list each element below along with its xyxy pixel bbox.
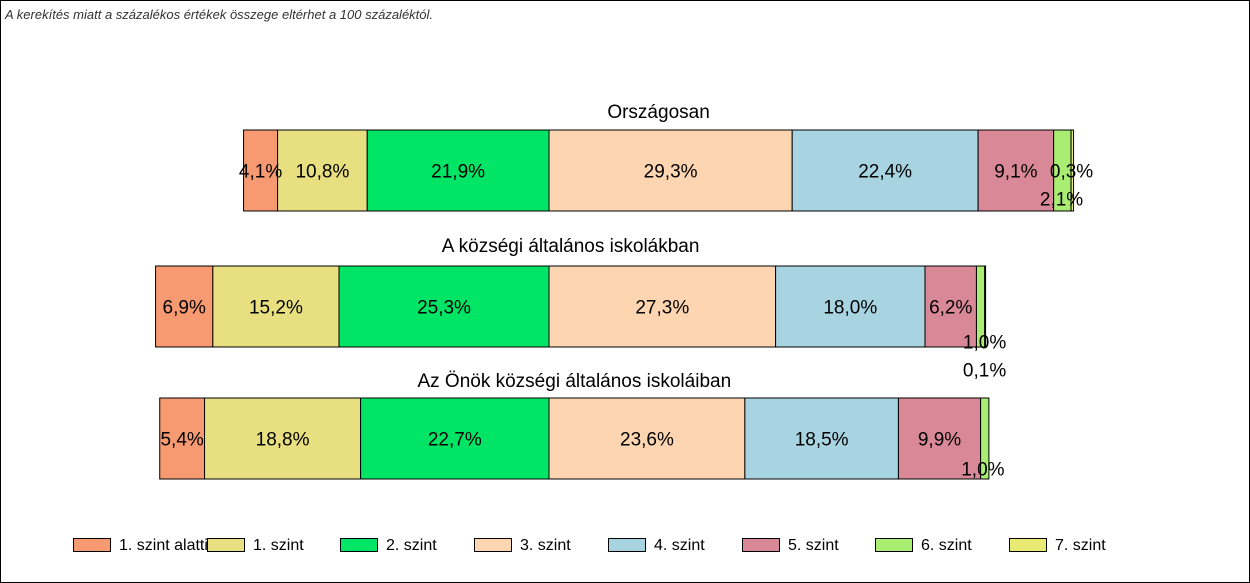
legend-swatch	[608, 538, 646, 552]
value-label-3-4: 23,6%	[620, 430, 674, 451]
bar-segment-3-2	[204, 397, 362, 480]
legend-label: 6. szint	[921, 537, 972, 554]
value-label-2-6: 6,2%	[929, 298, 972, 319]
group-title-1: Országosan	[607, 102, 709, 123]
value-label-2-1: 6,9%	[163, 298, 206, 319]
legend-label: 2. szint	[386, 537, 437, 554]
legend-swatch	[340, 538, 378, 552]
legend-label: 1. szint	[253, 537, 304, 554]
group-title-3: Az Önök községi általános iskoláiban	[417, 371, 731, 392]
legend-label: 4. szint	[654, 537, 705, 554]
bar-segment-2-5	[775, 265, 926, 348]
bar-segment-2-6	[924, 265, 977, 348]
legend-label: 7. szint	[1055, 537, 1106, 554]
value-label-2-7: 1,0%	[963, 333, 1006, 354]
legend-swatch	[742, 538, 780, 552]
bar-segment-1-6	[977, 129, 1055, 212]
bar-segment-3-6	[897, 397, 982, 480]
bar-segment-1-2	[277, 129, 368, 212]
value-label-3-7: 1,0%	[961, 460, 1004, 481]
value-label-2-8: 0,1%	[963, 361, 1006, 382]
rounding-note: A kerekítés miatt a százalékos értékek ö…	[5, 7, 434, 22]
value-label-2-5: 18,0%	[823, 298, 877, 319]
legend-label: 3. szint	[520, 537, 571, 554]
value-label-3-3: 22,7%	[428, 430, 482, 451]
legend-swatch	[73, 538, 111, 552]
value-label-1-4: 29,3%	[644, 162, 698, 183]
value-label-3-6: 9,9%	[918, 430, 961, 451]
value-label-2-4: 27,3%	[635, 298, 689, 319]
bar-segment-3-5	[744, 397, 899, 480]
value-label-3-5: 18,5%	[795, 430, 849, 451]
value-label-3-2: 18,8%	[256, 430, 310, 451]
legend-label: 1. szint alatti	[119, 537, 208, 554]
value-label-1-5: 22,4%	[858, 162, 912, 183]
bar-segment-3-7	[980, 397, 990, 480]
bar-segment-2-2	[212, 265, 340, 348]
value-label-1-3: 21,9%	[431, 162, 485, 183]
legend-label: 5. szint	[788, 537, 839, 554]
bar-segment-3-1	[159, 397, 206, 480]
value-label-1-2: 10,8%	[295, 162, 349, 183]
legend-swatch	[1009, 538, 1047, 552]
bar-segment-2-8	[984, 265, 987, 348]
stacked-bar-chart: Országosan 4,1% 10,8% 21,9% 29,3% 22,4% 9,1%2,…	[155, 102, 1093, 481]
legend-swatch	[474, 538, 512, 552]
value-label-2-2: 15,2%	[249, 298, 303, 319]
group-title-2: A községi általános iskolákban	[442, 236, 700, 257]
bar-segment-2-1	[155, 265, 214, 348]
value-label-1-7: 2,1%	[1040, 190, 1083, 211]
value-label-1-1: 4,1%	[239, 162, 282, 183]
bar-segment-2-3	[338, 265, 550, 348]
value-label-1-6: 9,1%	[994, 162, 1037, 183]
legend-swatch	[207, 538, 245, 552]
legend-swatch	[875, 538, 913, 552]
bar-segment-1-8	[1070, 129, 1075, 212]
bar-segment-3-3	[360, 397, 550, 480]
bar-segment-2-4	[548, 265, 777, 348]
value-label-1-8: 0,3%	[1050, 162, 1093, 183]
value-label-2-3: 25,3%	[417, 298, 471, 319]
bar-segment-1-4	[548, 129, 793, 212]
value-label-3-1: 5,4%	[160, 430, 203, 451]
bar-segment-3-4	[548, 397, 746, 480]
bar-segment-1-5	[791, 129, 979, 212]
